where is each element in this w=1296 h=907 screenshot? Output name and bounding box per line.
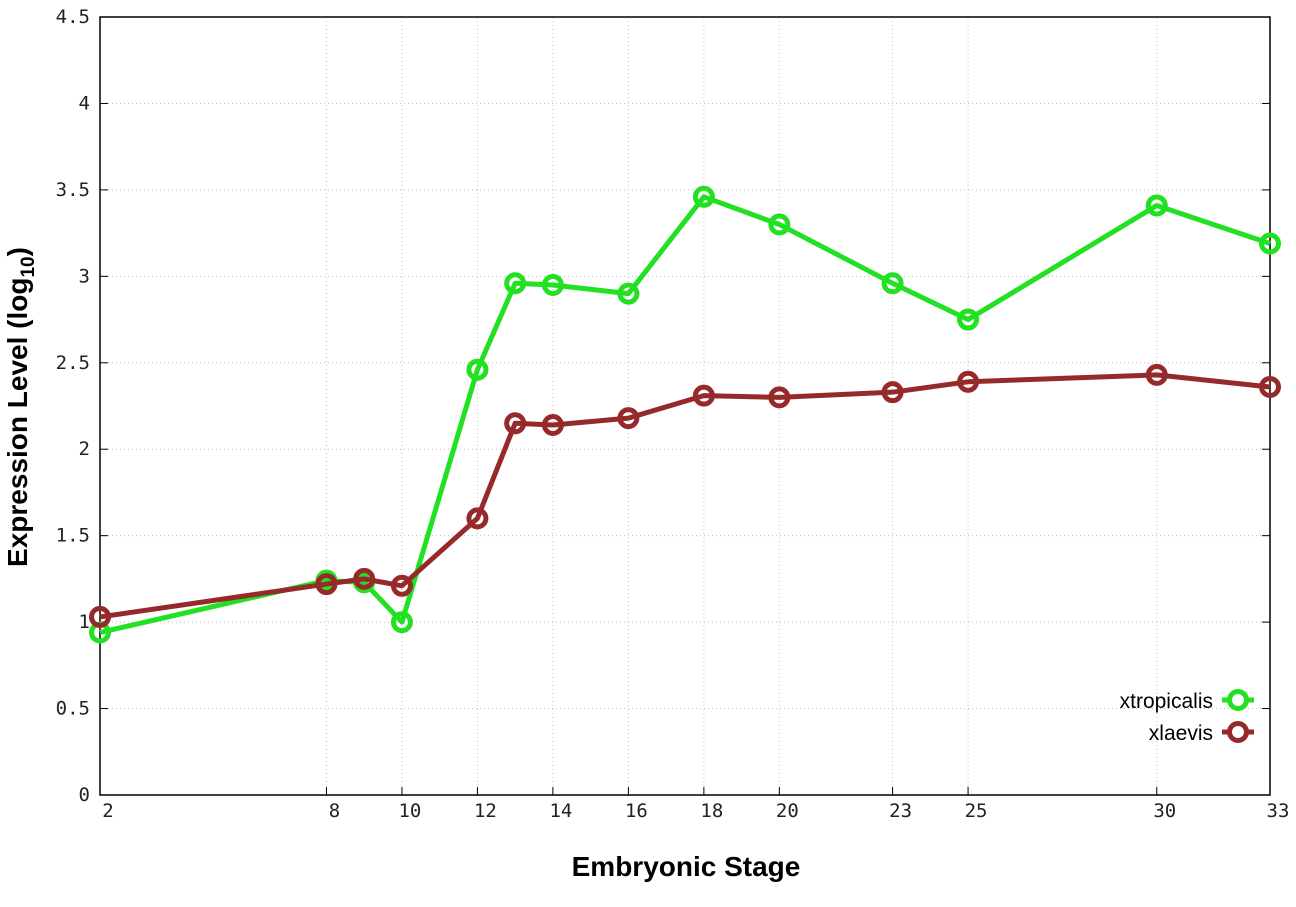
y-axis-title-subscript: 10 (18, 256, 39, 277)
data-point-xlaevis (541, 414, 564, 437)
legend: xtropicalis xlaevis (1120, 689, 1254, 745)
data-point-xlaevis (957, 370, 980, 393)
series-line-xtropicalis (99, 194, 1271, 635)
legend-marker-swatch (1227, 721, 1249, 743)
x-tick-label: 14 (549, 800, 572, 822)
series-line-xlaevis (99, 372, 1271, 620)
series-xlaevis (89, 363, 1281, 628)
x-tick-label: 8 (329, 800, 340, 822)
data-point-xlaevis (504, 412, 527, 435)
y-axis-title-close: ) (2, 247, 33, 256)
x-axis-title: Embryonic Stage (572, 851, 801, 882)
data-point-xtropicalis (1145, 194, 1168, 217)
y-tick-label: 3 (79, 265, 90, 287)
data-point-xtropicalis (1259, 232, 1281, 255)
legend-item-xlaevis: xlaevis (1149, 721, 1254, 745)
x-tick-label: 16 (625, 800, 648, 822)
y-tick-label: 3.5 (56, 179, 90, 201)
data-point-xtropicalis (768, 213, 791, 236)
data-point-xlaevis (353, 567, 376, 590)
data-point-xtropicalis (881, 272, 904, 295)
legend-label: xlaevis (1149, 722, 1213, 745)
data-point-xtropicalis (692, 185, 715, 208)
data-point-xtropicalis (617, 282, 640, 305)
x-tick-label: 33 (1267, 800, 1290, 822)
y-tick-label: 4.5 (56, 6, 90, 28)
x-tick-label: 2 (102, 800, 113, 822)
x-axis-ticks: 2 8 10 12 14 16 18 20 23 25 30 33 (99, 787, 1290, 822)
x-tick-label: 12 (474, 800, 497, 822)
data-point-xtropicalis (504, 272, 527, 295)
data-point-xtropicalis (541, 273, 564, 296)
y-tick-label: 0 (79, 784, 90, 806)
data-point-xlaevis (1145, 363, 1168, 386)
x-tick-label: 30 (1153, 800, 1176, 822)
data-point-xtropicalis (390, 611, 413, 634)
grid-lines (99, 16, 1271, 796)
data-point-xlaevis (768, 386, 791, 409)
data-point-xlaevis (390, 574, 413, 597)
data-point-xlaevis (692, 384, 715, 407)
data-point-xlaevis (315, 573, 338, 596)
data-point-xlaevis (881, 381, 904, 404)
data-point-xlaevis (89, 605, 111, 628)
y-tick-label: 0.5 (56, 698, 90, 720)
legend-label: xtropicalis (1120, 690, 1213, 713)
series-lines (89, 185, 1281, 644)
data-point-xtropicalis (957, 308, 980, 331)
x-tick-label: 18 (700, 800, 723, 822)
data-point-xtropicalis (466, 358, 489, 381)
x-tick-label: 20 (776, 800, 799, 822)
y-tick-label: 4 (79, 92, 90, 114)
x-tick-label: 10 (398, 800, 421, 822)
y-axis-title: Expression Level (log10) (2, 247, 39, 567)
y-tick-label: 1.5 (56, 525, 90, 547)
y-tick-label: 1 (79, 611, 90, 633)
plot-frame (99, 16, 1271, 796)
x-tick-label: 23 (889, 800, 912, 822)
y-axis-title-main: Expression Level (log (2, 278, 33, 567)
data-point-xlaevis (617, 407, 640, 430)
legend-item-xtropicalis: xtropicalis (1120, 689, 1254, 713)
data-point-xlaevis (466, 507, 489, 530)
legend-marker-swatch (1227, 689, 1249, 711)
series-xtropicalis (89, 185, 1281, 644)
x-tick-label: 25 (965, 800, 988, 822)
y-tick-label: 2 (79, 438, 90, 460)
data-point-xlaevis (1259, 375, 1281, 398)
y-axis-ticks: 0 0.5 1 1.5 2 2.5 3 3.5 4 4.5 (56, 6, 1270, 806)
y-tick-label: 2.5 (56, 352, 90, 374)
